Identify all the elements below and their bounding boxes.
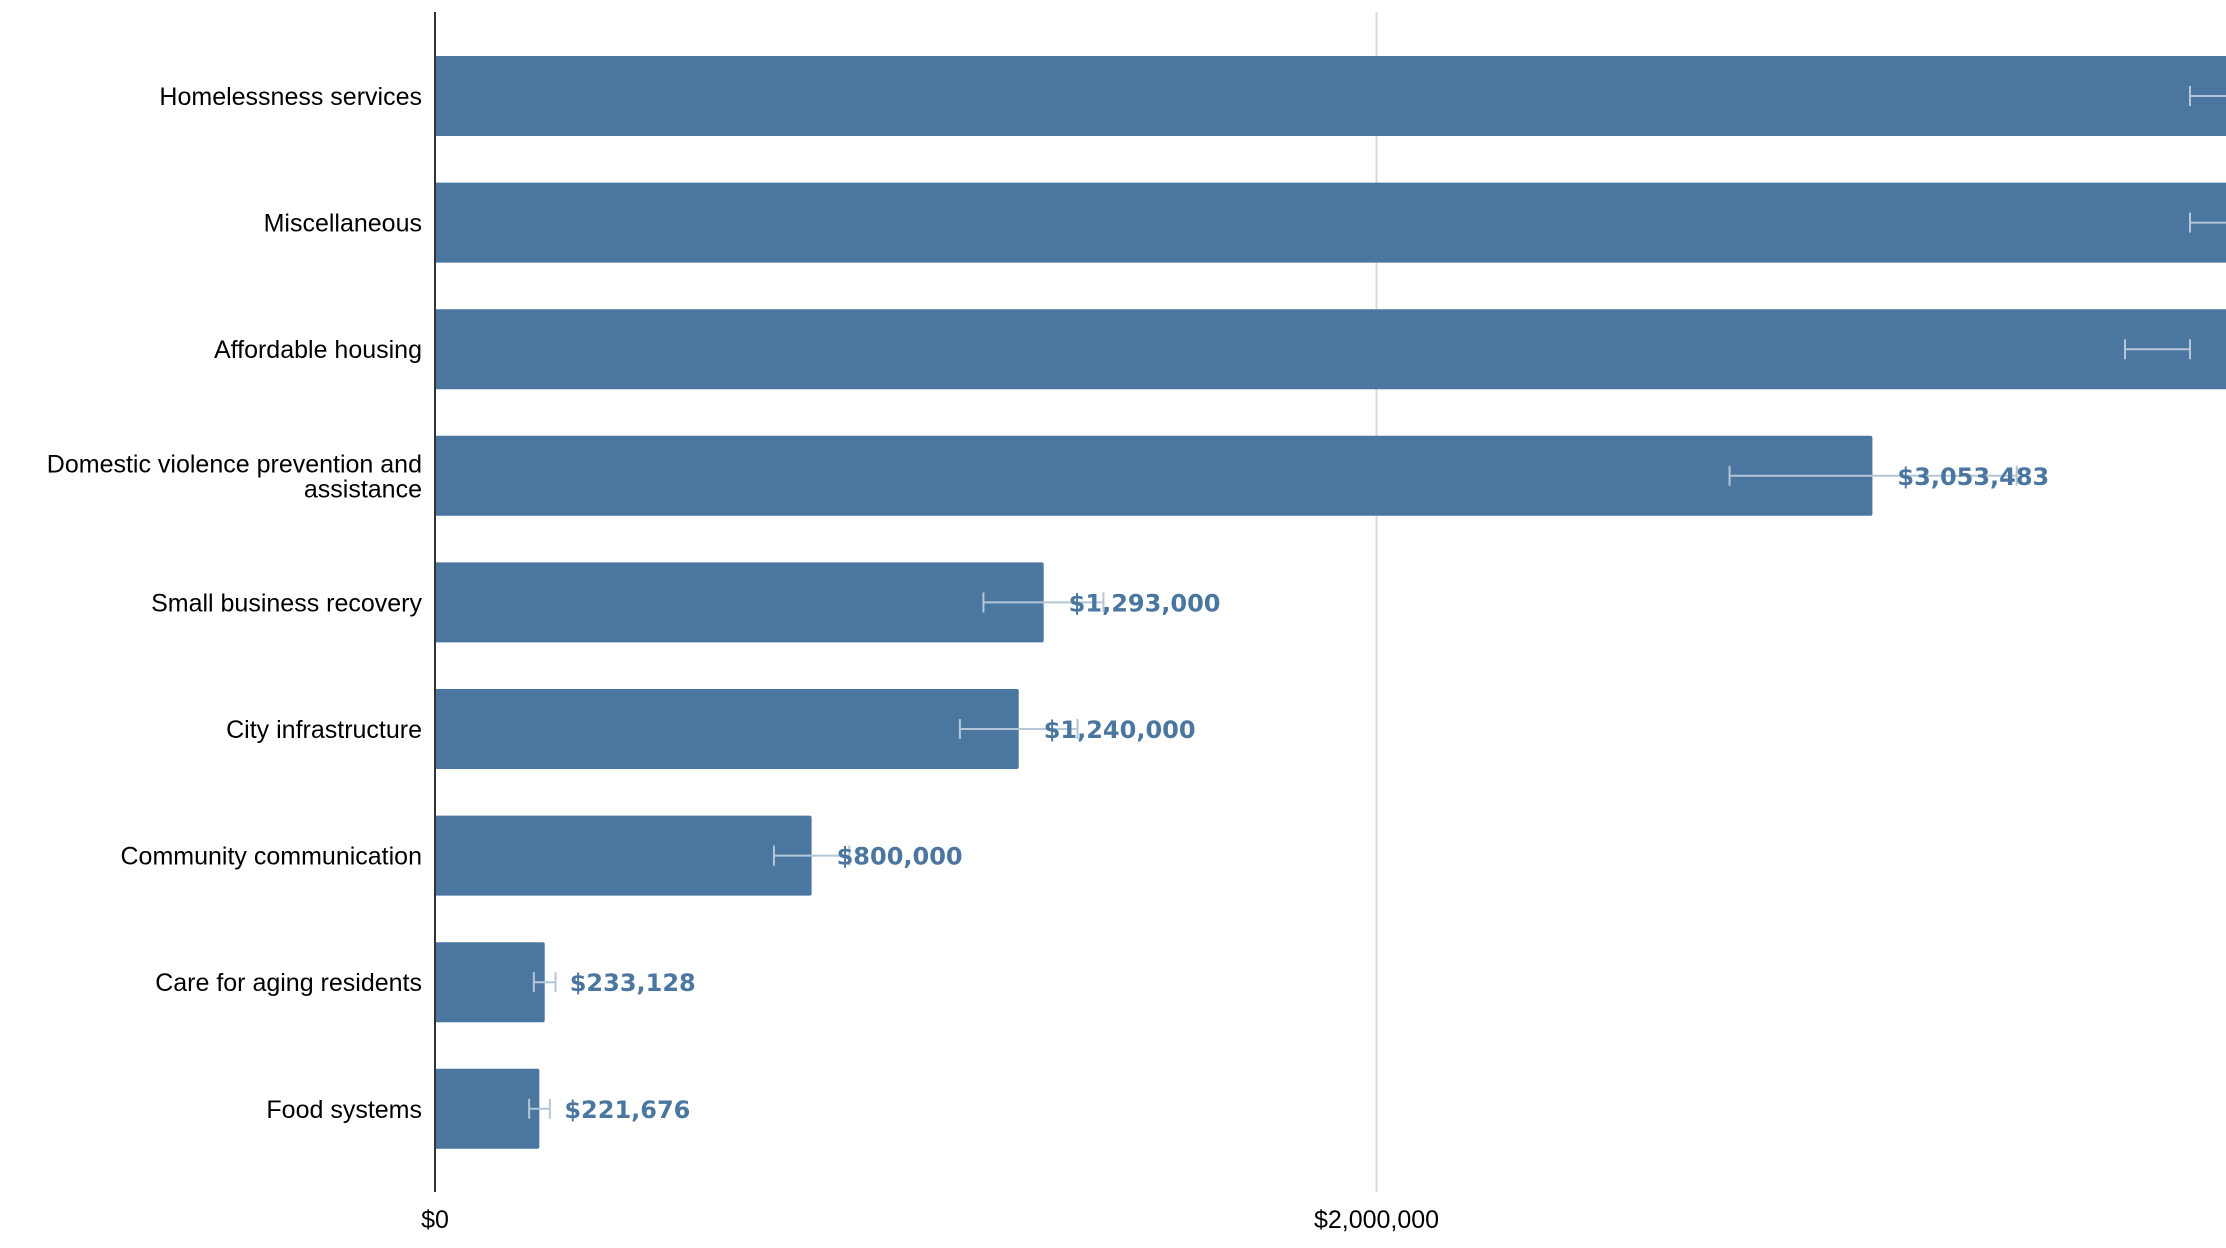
bar (435, 182, 2226, 263)
bar (435, 815, 812, 896)
category-label-line: assistance (304, 475, 422, 503)
data-label: $233,128 (570, 969, 696, 997)
category-label: Care for aging residents (155, 969, 422, 997)
category-label-line: Small business recovery (151, 589, 422, 617)
category-label-line: Community communication (121, 843, 423, 871)
category-label: Food systems (266, 1096, 422, 1124)
category-label: Miscellaneous (264, 210, 422, 238)
x-tick-label: $0 (421, 1206, 449, 1234)
category-label-line: Domestic violence prevention and (47, 450, 422, 478)
category-label: Domestic violence prevention and assistan… (47, 450, 422, 503)
bar (435, 309, 2226, 390)
category-label-line: City infrastructure (226, 716, 422, 744)
x-tick-label: $2,000,000 (1314, 1206, 1439, 1234)
bar (435, 689, 1019, 769)
category-label-line: Homelessness services (159, 83, 422, 111)
data-label: $1,293,000 (1069, 589, 1221, 617)
category-label-line: Affordable housing (214, 336, 422, 364)
bar (435, 435, 1873, 516)
data-label: $800,000 (837, 843, 963, 871)
data-label: $221,676 (564, 1096, 690, 1124)
category-label-line: Miscellaneous (264, 210, 422, 238)
category-label: Affordable housing (214, 336, 422, 364)
category-label: City infrastructure (226, 716, 422, 744)
bar (435, 1068, 540, 1149)
category-label-line: Food systems (266, 1096, 422, 1124)
data-label: $3,053,483 (1897, 463, 2049, 491)
bar (435, 56, 2226, 136)
category-label: Homelessness services (159, 83, 422, 111)
category-label-line: Care for aging residents (155, 969, 422, 997)
bar (435, 942, 545, 1023)
data-label: $1,240,000 (1044, 716, 1196, 744)
category-label: Small business recovery (151, 589, 422, 617)
bars (435, 56, 2226, 1149)
labels: $0$2,000,000$4,000,000$6,000,000$6,821,2… (47, 83, 2049, 1234)
bar (435, 562, 1044, 643)
error-bars (528, 86, 2226, 1119)
category-label: Community communication (121, 843, 423, 871)
